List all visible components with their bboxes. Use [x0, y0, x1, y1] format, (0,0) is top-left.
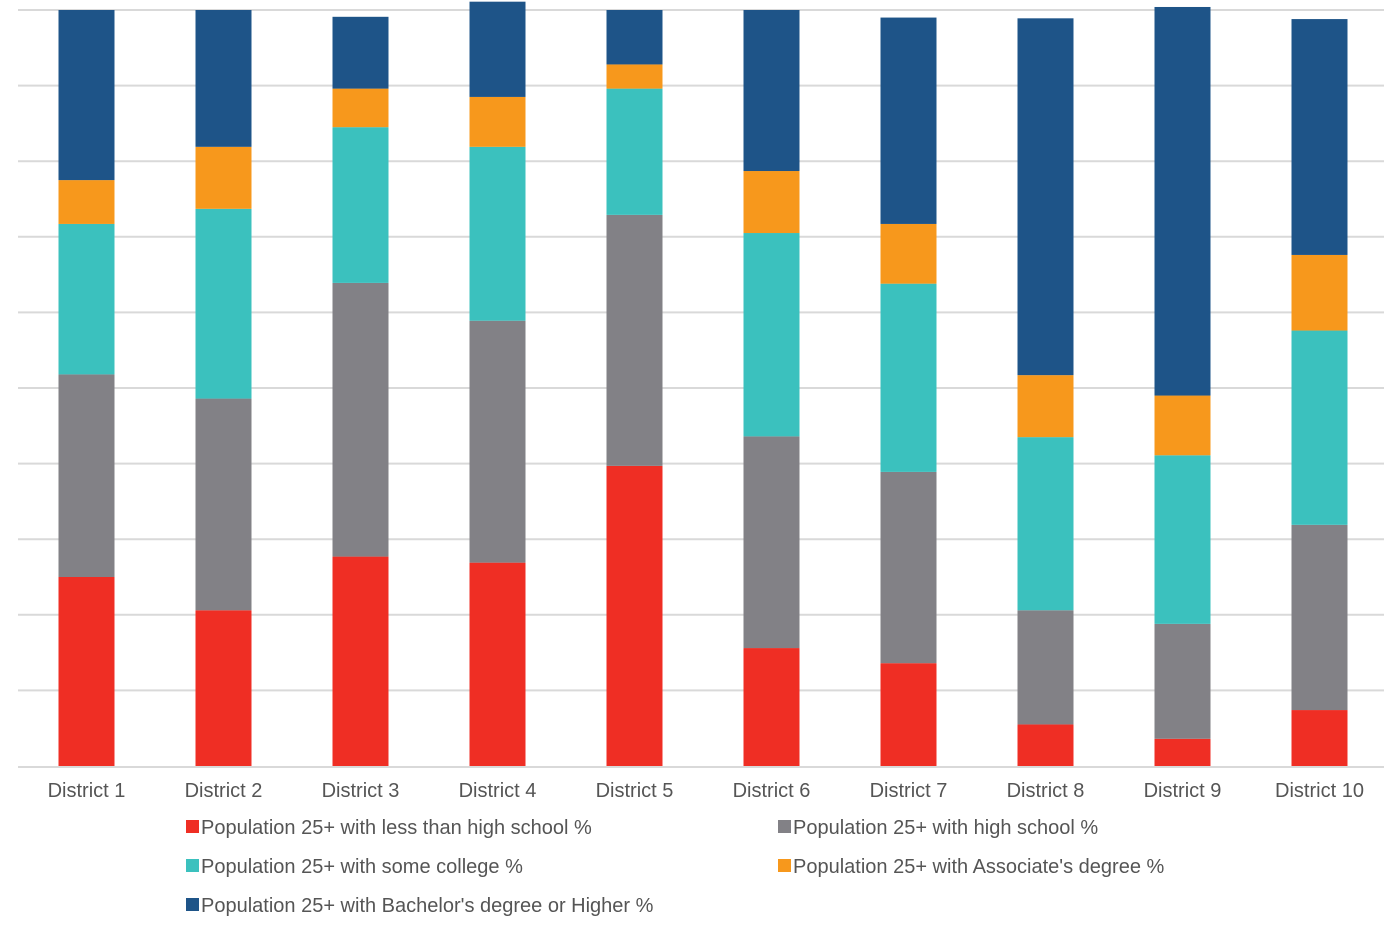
legend-label: Population 25+ with less than high schoo… — [201, 817, 592, 839]
legend-item-2: Population 25+ with high school % — [778, 817, 1098, 839]
legend-label: Population 25+ with Associate's degree % — [793, 856, 1164, 878]
bar-segment-2-series-4 — [195, 146, 252, 209]
bar-segment-6-series-4 — [743, 171, 800, 234]
legend-swatch — [186, 820, 199, 833]
legend-item-3: Population 25+ with some college % — [186, 856, 523, 878]
bar-segment-4-series-3 — [469, 146, 526, 321]
bar-segment-10-series-3 — [1291, 330, 1348, 525]
bar-segment-6-series-5 — [743, 10, 800, 172]
legend-label: Population 25+ with high school % — [793, 817, 1098, 839]
bar-stack-9 — [1154, 6, 1211, 766]
x-tick-label: District 2 — [185, 780, 263, 802]
bar-segment-3-series-2 — [332, 282, 389, 557]
legend-swatch — [186, 859, 199, 872]
bar-segment-1-series-1 — [58, 577, 115, 766]
legend-item-1: Population 25+ with less than high schoo… — [186, 817, 592, 839]
bar-segment-9-series-4 — [1154, 395, 1211, 456]
bar-segment-10-series-1 — [1291, 710, 1348, 766]
bar-segment-8-series-4 — [1017, 375, 1074, 438]
bar-segment-5-series-4 — [606, 64, 663, 89]
bar-segment-4-series-5 — [469, 1, 526, 97]
legend-label: Population 25+ with some college % — [201, 856, 523, 878]
bar-segment-10-series-2 — [1291, 524, 1348, 711]
x-tick-label: District 8 — [1007, 780, 1085, 802]
legend-item-5: Population 25+ with Bachelor's degree or… — [186, 895, 654, 917]
bar-stack-7 — [880, 17, 937, 766]
bar-segment-3-series-5 — [332, 16, 389, 89]
bar-segment-9-series-2 — [1154, 623, 1211, 739]
bar-segment-7-series-1 — [880, 663, 937, 766]
x-tick-label: District 3 — [322, 780, 400, 802]
bar-segment-5-series-3 — [606, 88, 663, 215]
bar-segment-2-series-5 — [195, 10, 252, 147]
bar-segment-9-series-3 — [1154, 455, 1211, 624]
bar-segment-6-series-1 — [743, 648, 800, 766]
x-tick-label: District 5 — [596, 780, 674, 802]
bar-segment-5-series-2 — [606, 214, 663, 466]
legend-item-4: Population 25+ with Associate's degree % — [778, 856, 1164, 878]
bar-segment-6-series-3 — [743, 233, 800, 437]
bar-stacks — [58, 1, 1348, 766]
legend: Population 25+ with less than high schoo… — [186, 817, 1164, 917]
bar-segment-3-series-4 — [332, 88, 389, 128]
bar-segment-2-series-1 — [195, 610, 252, 766]
bar-segment-7-series-3 — [880, 283, 937, 472]
bar-stack-4 — [469, 1, 526, 766]
bar-stack-8 — [1017, 18, 1074, 766]
bar-segment-1-series-3 — [58, 223, 115, 375]
bar-segment-9-series-5 — [1154, 6, 1211, 396]
bar-segment-10-series-5 — [1291, 19, 1348, 255]
legend-swatch — [778, 859, 791, 872]
bar-segment-8-series-1 — [1017, 724, 1074, 766]
bar-segment-9-series-1 — [1154, 738, 1211, 766]
bar-segment-7-series-4 — [880, 223, 937, 284]
bar-segment-4-series-2 — [469, 320, 526, 563]
legend-swatch — [186, 898, 199, 911]
bar-segment-2-series-3 — [195, 208, 252, 399]
bar-stack-5 — [606, 10, 663, 766]
bar-stack-10 — [1291, 19, 1348, 766]
bar-stack-2 — [195, 10, 252, 766]
x-tick-label: District 9 — [1144, 780, 1222, 802]
bar-segment-4-series-1 — [469, 562, 526, 766]
bar-segment-5-series-5 — [606, 10, 663, 65]
x-tick-label: District 1 — [48, 780, 126, 802]
bar-segment-7-series-5 — [880, 17, 937, 224]
bar-stack-6 — [743, 10, 800, 766]
bar-segment-8-series-2 — [1017, 610, 1074, 725]
bar-segment-7-series-2 — [880, 471, 937, 664]
bar-segment-1-series-5 — [58, 10, 115, 181]
bar-segment-3-series-1 — [332, 556, 389, 766]
x-tick-labels: District 1 District 2 District 3 District 4… — [48, 780, 1364, 802]
legend-label: Population 25+ with Bachelor's degree or… — [201, 895, 654, 917]
x-tick-label: District 10 — [1275, 780, 1364, 802]
bar-segment-10-series-4 — [1291, 254, 1348, 331]
bar-segment-2-series-2 — [195, 398, 252, 611]
bar-segment-1-series-2 — [58, 374, 115, 577]
x-tick-label: District 7 — [870, 780, 948, 802]
bar-segment-4-series-4 — [469, 96, 526, 147]
x-tick-label: District 4 — [459, 780, 537, 802]
legend-swatch — [778, 820, 791, 833]
bar-segment-6-series-2 — [743, 436, 800, 649]
bar-segment-8-series-5 — [1017, 18, 1074, 376]
x-tick-label: District 6 — [733, 780, 811, 802]
bar-segment-1-series-4 — [58, 180, 115, 224]
bar-stack-3 — [332, 16, 389, 766]
bar-segment-3-series-3 — [332, 127, 389, 283]
bar-stack-1 — [58, 10, 115, 766]
bar-segment-5-series-1 — [606, 465, 663, 766]
bar-segment-8-series-3 — [1017, 437, 1074, 611]
